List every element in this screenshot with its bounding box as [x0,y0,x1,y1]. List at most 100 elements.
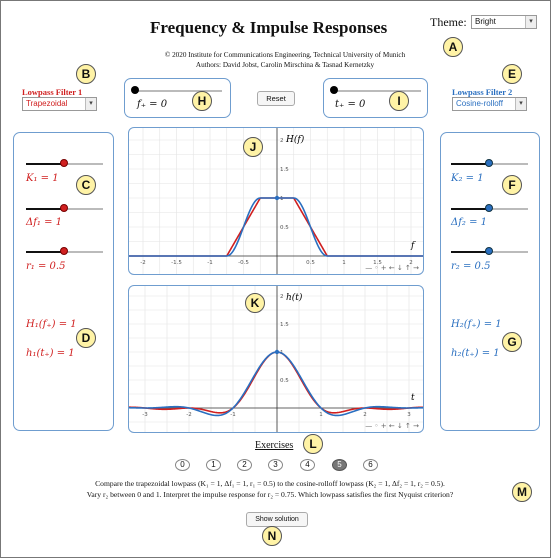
y-tick-label: 2 [280,294,284,300]
filter1-title: Lowpass Filter 1 [22,87,83,97]
t-cursor-panel: t₊ = 0 [323,78,428,118]
x-tick-label: -1.5 [171,260,182,266]
badge-i: I [389,91,409,111]
y-tick-label: 1.5 [280,167,289,173]
filter1-K-label: K₁ = 1 [26,173,59,184]
filter2-r-label: r₂ = 0.5 [451,261,491,272]
x-tick-label: 3 [407,412,411,418]
exercise-button-5[interactable]: 5 [332,459,347,471]
x-tick-label: 1.5 [373,260,382,266]
filter1-K-slider-knob[interactable] [60,159,68,167]
y-tick-label: 2 [280,138,284,144]
x-tick-label: 2 [363,412,367,418]
badge-e: E [502,64,522,84]
y-axis-label: h(t) [286,292,303,303]
badge-m: M [512,482,532,502]
x-tick-label: -1 [207,260,212,266]
x-tick-label: -2 [140,260,145,266]
exercise-button-0[interactable]: 0 [175,459,190,471]
badge-l: L [303,434,323,454]
badge-h: H [192,91,212,111]
exercise-button-3[interactable]: 3 [268,459,283,471]
y-axis-label: H(f) [285,134,305,145]
filter2-type-select[interactable]: Cosine-rolloff ▾ [452,97,527,111]
x-tick-label: -2 [186,412,191,418]
x-tick-label: -1 [230,412,235,418]
exercise-button-2[interactable]: 2 [237,459,252,471]
filter1-df-label: Δf₁ = 1 [26,217,63,228]
cursor-marker [274,195,280,201]
filter2-df-slider-knob[interactable] [485,204,493,212]
filter1-type-value: Trapezoidal [26,99,68,108]
x-axis-label: f [410,241,416,251]
filter2-df-label: Δf₂ = 1 [451,217,488,228]
t-slider-knob[interactable] [330,86,338,94]
x-tick-label: 1 [342,260,346,266]
filter2-K-slider-fill [451,163,489,165]
filter1-r-slider-knob[interactable] [60,247,68,255]
x-tick-label: -3 [142,412,148,418]
frequency-response-graph[interactable]: -2 -1.5 -1 -0.5 0.5 1 1.5 2 2 1.5 1 0.5 H(f) f — ◦ + ←… [128,127,424,275]
x-tick-label: 1 [319,412,323,418]
theme-value: Bright [475,17,496,26]
filter1-r-slider-fill [26,251,64,253]
badge-c: C [76,175,96,195]
filter1-panel: K₁ = 1 Δf₁ = 1 r₁ = 0.5 H₁(f₊) = 1 h₁(t₊… [13,132,114,431]
f-cursor-panel: f₊ = 0 [124,78,231,118]
page-title: Frequency & Impulse Responses [150,18,388,37]
y-tick-label: 0.5 [280,225,289,231]
filter1-h-value: h₁(t₊) = 1 [26,348,75,359]
x-tick-label: 0.5 [306,260,315,266]
filter1-impulse-curve [129,351,423,414]
impulse-response-graph[interactable]: -3 -2 -1 1 2 3 2 1.5 1 0.5 h(t) t — ◦ + ← ↓ ↑ → [128,285,424,433]
frequency-response-plot[interactable]: -2 -1.5 -1 -0.5 0.5 1 1.5 2 2 1.5 1 0.5 H(f) f — ◦ + ←… [129,128,424,275]
exercise-button-4[interactable]: 4 [300,459,315,471]
badge-a: A [443,37,463,57]
filter1-H-value: H₁(f₊) = 1 [26,319,77,330]
filter1-df-slider-knob[interactable] [60,204,68,212]
impulse-response-plot[interactable]: -3 -2 -1 1 2 321.510.5h(t)t— ◦ + ← ↓ ↑ → [129,286,424,433]
y-tick-label: 1.5 [280,322,289,328]
graph-navigation-toolbar[interactable]: — ◦ + ← ↓ ↑ → [365,422,419,430]
badge-j: J [243,137,263,157]
filter2-K-label: K₂ = 1 [451,173,484,184]
chevron-down-icon: ▾ [515,98,526,110]
badge-b: B [76,64,96,84]
reset-button[interactable]: Reset [257,91,295,106]
filter2-impulse-curve [129,351,423,417]
exercise-button-6[interactable]: 6 [363,459,378,471]
x-axis-label: t [411,393,415,403]
exercise-text-line1: Compare the trapezoidal lowpass (K₁ = 1,… [95,479,445,488]
exercise-button-1[interactable]: 1 [206,459,221,471]
badge-f: F [502,175,522,195]
graph-navigation-toolbar[interactable]: — ◦ + ← ↓ ↑ → [365,264,419,272]
f-slider-track[interactable] [132,90,222,92]
filter2-h-value: h₂(t₊) = 1 [451,348,500,359]
filter2-panel: K₂ = 1 Δf₂ = 1 r₂ = 0.5 H₂(f₊) = 1 h₂(t₊… [440,132,540,431]
f-slider-knob[interactable] [131,86,139,94]
filter1-df-slider-fill [26,208,64,210]
t-slider-track[interactable] [331,90,421,92]
filter1-r-label: r₁ = 0.5 [26,261,66,272]
cursor-marker [274,349,280,355]
f-cursor-label: f₊ = 0 [137,99,168,110]
credits-line2: Authors: David Jobst, Carolin Mirschina … [195,61,375,69]
show-solution-button[interactable]: Show solution [246,512,308,527]
filter1-type-select[interactable]: Trapezoidal ▾ [22,97,97,111]
filter2-df-slider-fill [451,208,489,210]
chevron-down-icon: ▾ [85,98,96,110]
filter2-H-value: H₂(f₊) = 1 [451,319,502,330]
filter2-r-slider-fill [451,251,489,253]
theme-select[interactable]: Bright ▾ [471,15,537,29]
chevron-down-icon: ▾ [525,16,536,28]
filter2-r-slider-knob[interactable] [485,247,493,255]
credits-line1: © 2020 Institute for Communications Engi… [164,51,406,59]
badge-k: K [245,293,265,313]
exercise-text: Compare the trapezoidal lowpass (K₁ = 1,… [20,478,520,500]
badge-n: N [262,526,282,546]
filter2-type-value: Cosine-rolloff [456,99,503,108]
x-tick-label: 2 [409,260,413,266]
filter2-K-slider-knob[interactable] [485,159,493,167]
filter2-title: Lowpass Filter 2 [452,87,513,97]
x-tick-label: -0.5 [238,260,249,266]
